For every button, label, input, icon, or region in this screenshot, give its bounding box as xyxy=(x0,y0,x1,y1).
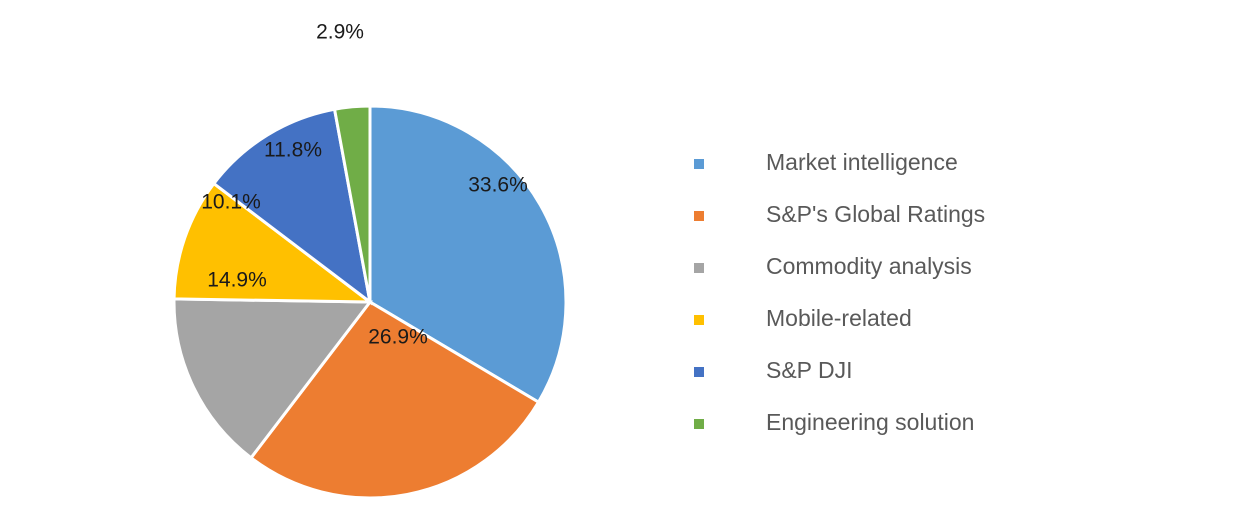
pie-slice xyxy=(248,300,541,500)
legend-label: Mobile-related xyxy=(766,305,912,331)
pie-slice xyxy=(172,297,373,460)
legend-label: S&P's Global Ratings xyxy=(766,201,985,227)
legend-label: Engineering solution xyxy=(766,409,974,435)
legend-marker xyxy=(694,263,704,273)
data-label: 26.9% xyxy=(368,326,428,349)
pie-slice xyxy=(332,104,372,303)
legend-marker xyxy=(694,315,704,325)
data-label: 11.8% xyxy=(264,139,322,162)
legend-marker xyxy=(694,419,704,429)
legend-marker xyxy=(694,367,704,377)
data-label: 33.6% xyxy=(468,174,528,197)
legend-marker xyxy=(694,211,704,221)
pie-slice xyxy=(172,181,375,304)
data-label: 14.9% xyxy=(207,269,267,292)
legend-label: Commodity analysis xyxy=(766,253,972,279)
pie-slice xyxy=(211,107,373,306)
legend-label: Market intelligence xyxy=(766,149,958,175)
data-label: 10.1% xyxy=(201,191,261,214)
legend-label: S&P DJI xyxy=(766,357,853,383)
legend-marker xyxy=(694,159,704,169)
data-label: 2.9% xyxy=(316,21,364,44)
pie-slice xyxy=(368,104,568,405)
